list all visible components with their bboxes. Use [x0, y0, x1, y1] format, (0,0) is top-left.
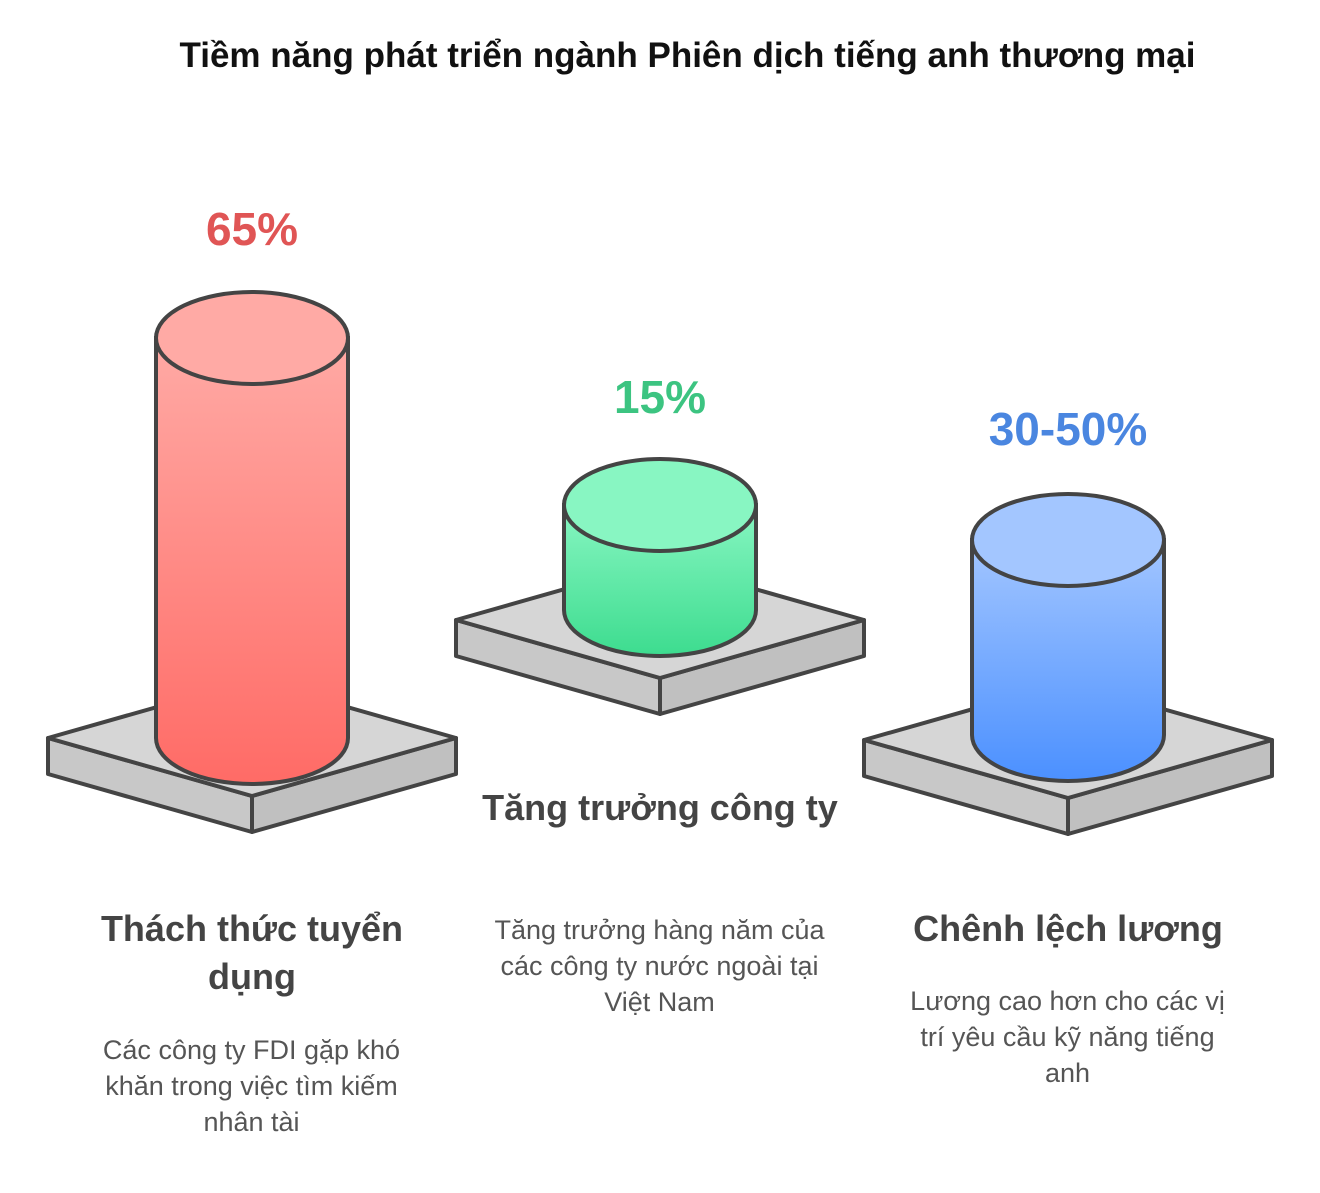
description-1: Tăng trưởng hàng năm của các công ty nướ…: [494, 915, 825, 1017]
page-title: Tiềm năng phát triển ngành Phiên dịch ti…: [179, 36, 1196, 75]
cylinder-top: [154, 290, 350, 386]
description-2: Lương cao hơn cho các vị trí yêu cầu kỹ …: [910, 986, 1225, 1088]
bar-group-1: [454, 457, 866, 716]
cylinder-top: [970, 492, 1166, 588]
heading-0: Thách thức tuyển dụng: [100, 908, 404, 997]
bar-group-2: [862, 492, 1274, 836]
description-0: Các công ty FDI gặp khó khăn trong việc …: [102, 1035, 401, 1137]
value-label-0: 65%: [205, 203, 299, 255]
cylinder-top: [562, 457, 758, 553]
cylinder-body: [154, 336, 350, 786]
value-label-2: 30-50%: [988, 403, 1148, 455]
value-label-1: 15%: [613, 371, 707, 423]
heading-2: Chênh lệch lương: [913, 908, 1223, 949]
heading-1: Tăng trưởng công ty: [482, 787, 838, 828]
cylinder-body: [970, 538, 1166, 783]
bar-group-0: [46, 290, 458, 834]
